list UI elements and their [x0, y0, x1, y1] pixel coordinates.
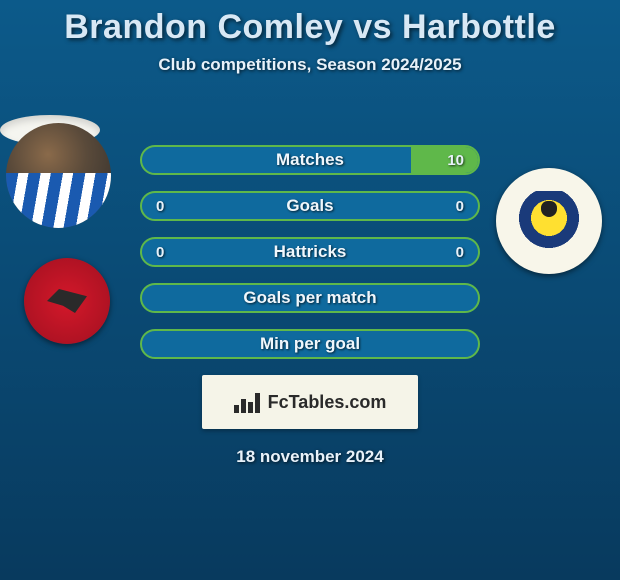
stat-value-right: 0 — [456, 244, 464, 261]
stat-row-gpm: Goals per match — [0, 283, 620, 313]
stat-label: Goals per match — [243, 288, 376, 308]
stat-row-matches: Matches 10 — [0, 145, 620, 175]
stat-row-mpg: Min per goal — [0, 329, 620, 359]
stat-row-hattricks: 0 Hattricks 0 — [0, 237, 620, 267]
stat-value-right: 0 — [456, 198, 464, 215]
stat-bar: Min per goal — [140, 329, 480, 359]
date-text: 18 november 2024 — [0, 447, 620, 467]
stat-value-left: 0 — [156, 244, 164, 261]
stat-value-right: 10 — [447, 152, 464, 169]
stat-label: Hattricks — [274, 242, 347, 262]
chart-icon — [234, 391, 262, 413]
stat-fill-right — [411, 147, 478, 173]
stat-label: Goals — [286, 196, 333, 216]
stat-bar: Goals per match — [140, 283, 480, 313]
page-title: Brandon Comley vs Harbottle — [0, 8, 620, 47]
page-subtitle: Club competitions, Season 2024/2025 — [0, 55, 620, 75]
stat-bar: 0 Hattricks 0 — [140, 237, 480, 267]
stat-bar: 0 Goals 0 — [140, 191, 480, 221]
watermark: FcTables.com — [202, 375, 418, 429]
stat-row-goals: 0 Goals 0 — [0, 191, 620, 221]
stat-label: Min per goal — [260, 334, 360, 354]
stat-bar: Matches 10 — [140, 145, 480, 175]
watermark-text: FcTables.com — [268, 392, 387, 413]
stat-label: Matches — [276, 150, 344, 170]
stats-section: Matches 10 0 Goals 0 0 Hattricks 0 — [0, 145, 620, 359]
stat-value-left: 0 — [156, 198, 164, 215]
